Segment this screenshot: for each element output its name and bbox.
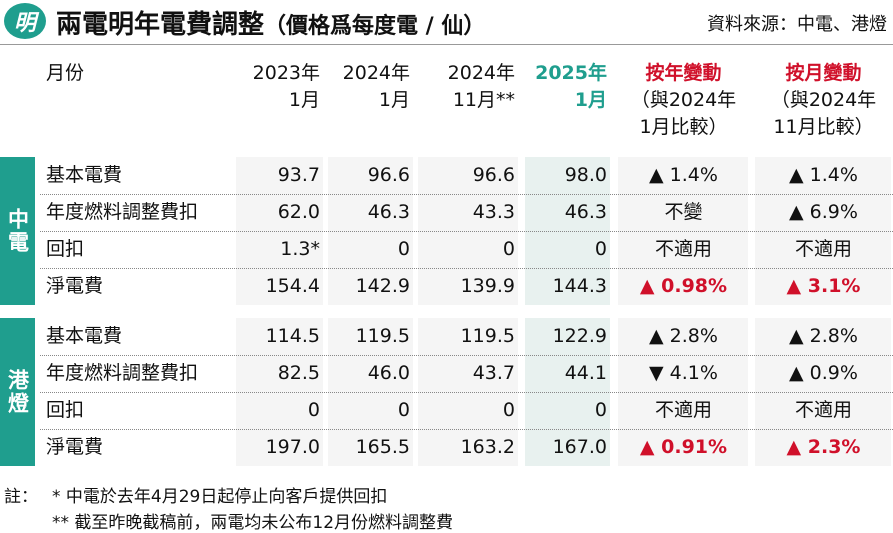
cell: ▲ 0.98% — [639, 275, 728, 297]
cell: ▲ 1.4% — [649, 164, 718, 186]
column-header: 2024年 — [447, 62, 515, 84]
column-header: 月份 — [46, 62, 85, 84]
cell: 0 — [397, 399, 410, 421]
cell: 46.3 — [564, 201, 607, 223]
note: * 中電於去年4月29日起停止向客戶提供回扣 — [52, 487, 388, 507]
header-rule — [0, 44, 893, 45]
column-header: 1月 — [378, 89, 410, 111]
group-label: 港燈 — [0, 318, 35, 466]
source: 資料來源：中電、港燈 — [707, 14, 887, 35]
title-text: 兩電明年電費調整 — [56, 10, 265, 40]
cell: 基本電費 — [46, 164, 123, 186]
cell: 不變 — [664, 201, 703, 223]
cell: 1.3* — [280, 238, 320, 260]
cell: ▲ 1.4% — [789, 164, 858, 186]
cell: 96.6 — [367, 164, 410, 186]
column-header: （與2024年 — [630, 89, 737, 111]
column-header: 按月變動 — [785, 62, 862, 84]
cell: 197.0 — [265, 436, 320, 458]
cell: 不適用 — [794, 399, 852, 421]
cell: 0 — [307, 399, 320, 421]
cell: 回扣 — [46, 238, 85, 260]
cell: 0 — [594, 238, 607, 260]
cell: 0 — [502, 238, 515, 260]
cell: 年度燃料調整費扣 — [46, 201, 199, 223]
logo: 明 — [4, 3, 46, 39]
cell: 82.5 — [277, 362, 320, 384]
cell: 98.0 — [564, 164, 607, 186]
column-header: 2025年 — [535, 62, 607, 84]
cell: 154.4 — [265, 275, 320, 297]
cell: 43.3 — [472, 201, 515, 223]
cell: 122.9 — [552, 325, 607, 347]
cell: ▲ 0.9% — [789, 362, 858, 384]
cell: 基本電費 — [46, 325, 123, 347]
column-header: 按年變動 — [645, 62, 722, 84]
cell: 119.5 — [460, 325, 515, 347]
cell: ▲ 3.1% — [786, 275, 861, 297]
row-separator — [40, 231, 893, 232]
cell: 62.0 — [277, 201, 320, 223]
cell: ▲ 0.91% — [639, 436, 728, 458]
cell: 142.9 — [355, 275, 410, 297]
cell: 年度燃料調整費扣 — [46, 362, 199, 384]
row-separator — [40, 268, 893, 269]
cell: 93.7 — [277, 164, 320, 186]
cell: 46.3 — [367, 201, 410, 223]
cell: 0 — [594, 399, 607, 421]
column-header: （與2024年 — [770, 89, 877, 111]
cell: 44.1 — [564, 362, 607, 384]
row-separator — [40, 429, 893, 430]
column-header: 2023年 — [252, 62, 320, 84]
cell: 不適用 — [654, 238, 712, 260]
cell: 119.5 — [355, 325, 410, 347]
cell: ▲ 2.8% — [789, 325, 858, 347]
column-header: 1月 — [574, 89, 607, 111]
title-note: （價格爲每度電 / 仙） — [264, 14, 486, 39]
cell: 163.2 — [460, 436, 515, 458]
cell: 144.3 — [552, 275, 607, 297]
note: ** 截至昨晚截稿前，兩電均未公布12月份燃料調整費 — [52, 513, 454, 533]
cell: 139.9 — [460, 275, 515, 297]
row-separator — [40, 392, 893, 393]
cell: ▲ 2.8% — [649, 325, 718, 347]
note-label: 註： — [4, 487, 38, 507]
row-separator — [40, 194, 893, 195]
column-header: 11月** — [452, 89, 515, 111]
cell: 不適用 — [794, 238, 852, 260]
column-header: 1月 — [288, 89, 320, 111]
row-separator — [40, 355, 893, 356]
cell: 不適用 — [654, 399, 712, 421]
cell: 淨電費 — [46, 275, 104, 297]
cell: 43.7 — [472, 362, 515, 384]
cell: 114.5 — [265, 325, 320, 347]
title: 兩電明年電費調整（價格爲每度電 / 仙） — [56, 4, 485, 41]
column-header: 11月比較） — [773, 116, 874, 138]
cell: ▲ 2.3% — [786, 436, 861, 458]
cell: ▼ 4.1% — [649, 362, 718, 384]
cell: 回扣 — [46, 399, 85, 421]
cell: 96.6 — [472, 164, 515, 186]
cell: 46.0 — [367, 362, 410, 384]
cell: 167.0 — [552, 436, 607, 458]
cell: 0 — [502, 399, 515, 421]
cell: 165.5 — [355, 436, 410, 458]
cell: ▲ 6.9% — [789, 201, 858, 223]
cell: 淨電費 — [46, 436, 104, 458]
cell: 0 — [397, 238, 410, 260]
column-header: 2024年 — [342, 62, 410, 84]
group-label: 中電 — [0, 157, 35, 305]
column-header: 1月比較） — [639, 116, 728, 138]
